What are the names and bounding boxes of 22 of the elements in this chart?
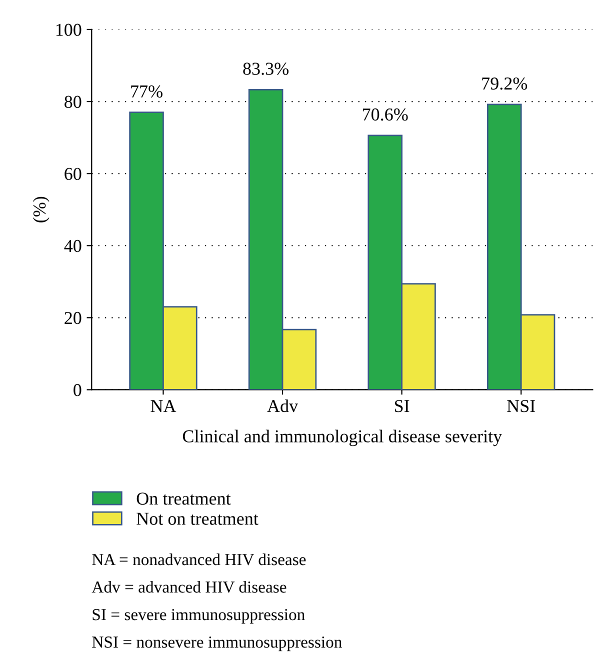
legend-label: On treatment — [136, 492, 231, 505]
y-tick-label: 60 — [64, 168, 82, 180]
text: Adv = advanced HIV disease — [92, 580, 286, 593]
legend-label: Not on treatment — [136, 512, 258, 525]
y-tick-label: 20 — [64, 312, 82, 324]
data-label: 77% — [131, 85, 162, 98]
data-label: 83.3% — [243, 62, 289, 75]
y-tick-label: 80 — [64, 96, 82, 108]
text: SI = severe immunosuppression — [92, 609, 305, 624]
x-axis-title: Clinical and immunological disease severity — [182, 430, 502, 446]
text: NSI = nonsevere immunosuppression — [92, 636, 342, 652]
text: NA = nonadvanced HIV disease — [92, 553, 306, 566]
x-tick-label: NSI — [507, 400, 536, 412]
data-label: 70.6% — [362, 108, 408, 121]
y-tick-label: 40 — [64, 240, 82, 252]
y-tick-label: 0 — [74, 384, 82, 396]
x-tick-label: NA — [150, 400, 176, 412]
x-tick-label: Adv — [267, 399, 298, 412]
x-tick-label: SI — [394, 400, 410, 412]
y-axis-title: (%) — [32, 196, 50, 222]
data-label: 79.2% — [482, 77, 528, 90]
y-tick-label: 100 — [56, 24, 82, 36]
